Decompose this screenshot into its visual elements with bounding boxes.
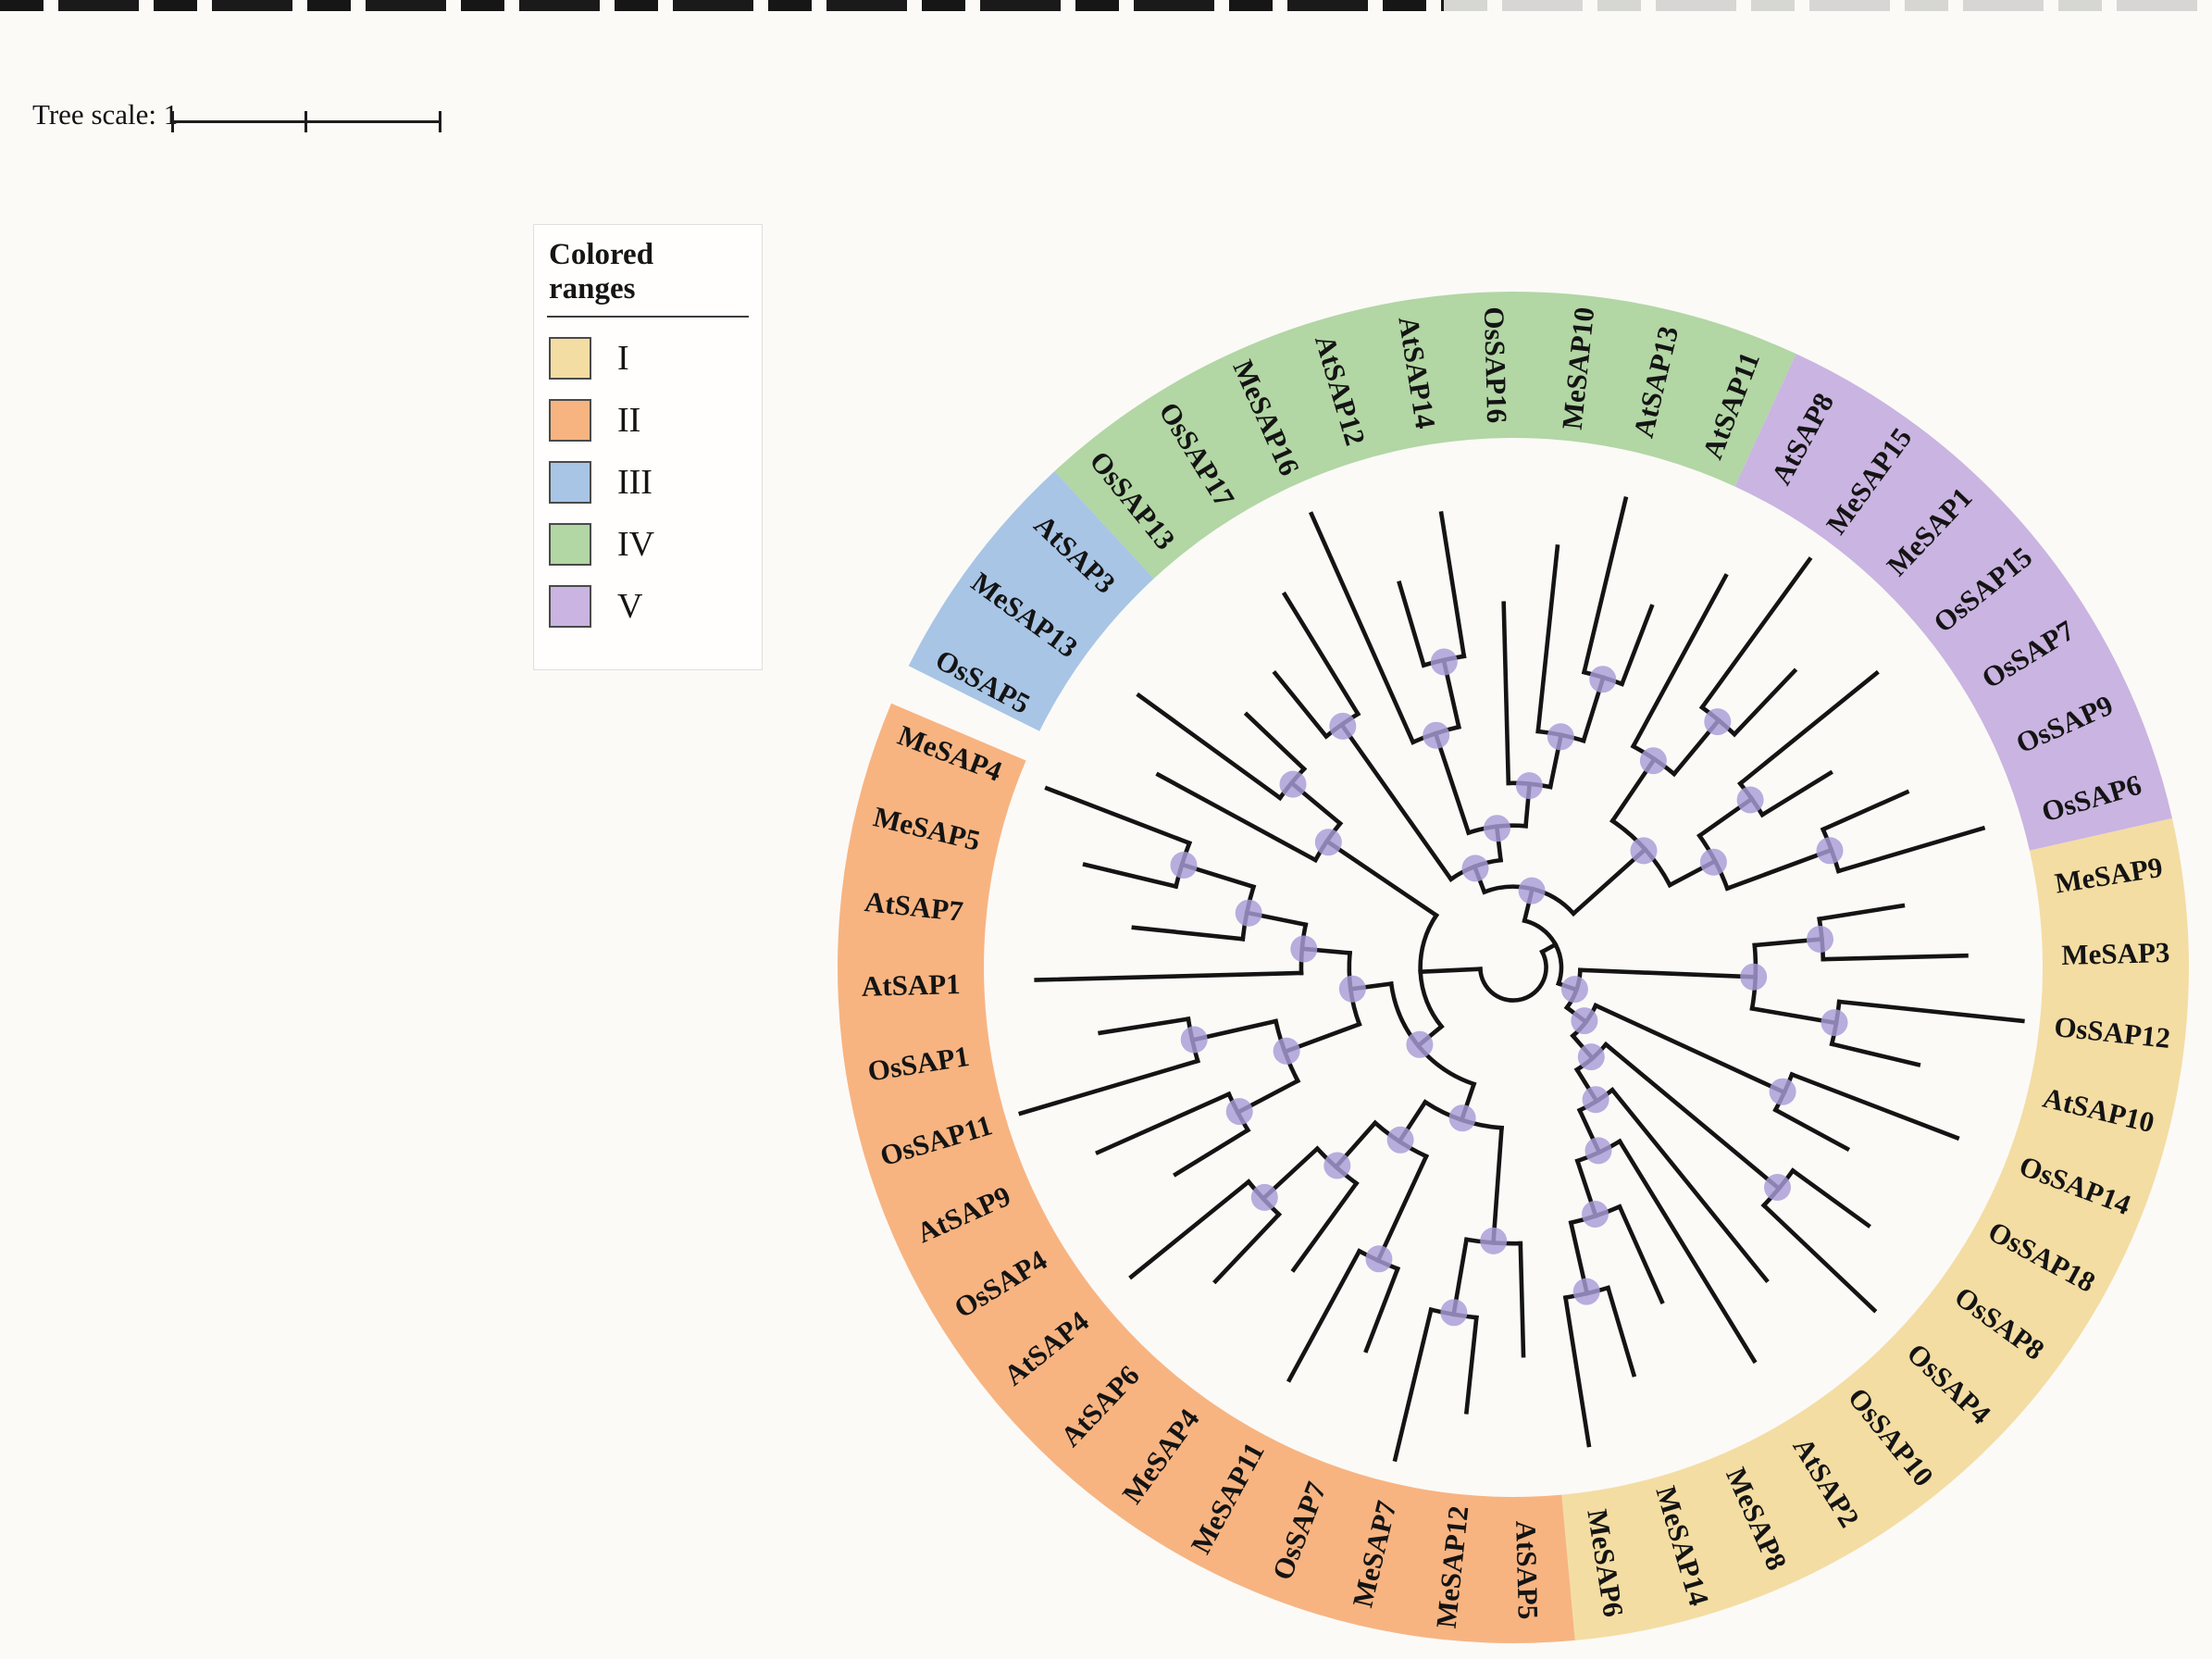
bootstrap-node-dot — [1440, 1299, 1468, 1327]
legend-swatch-II — [549, 399, 591, 442]
bootstrap-node-dot — [1180, 1026, 1208, 1054]
leaf-label-atsap5: AtSAP5 — [1510, 1520, 1545, 1620]
bootstrap-node-dot — [1582, 1201, 1609, 1228]
bootstrap-node-dot — [1323, 1152, 1351, 1179]
tree-scale-tick — [304, 111, 307, 132]
range-sector-II — [837, 703, 1575, 1643]
bootstrap-node-dot — [1547, 723, 1574, 751]
legend-items: I II III IV V — [547, 337, 749, 628]
bootstrap-node-dot — [1740, 963, 1768, 991]
colored-ranges-legend: Colored ranges I II III IV V — [533, 224, 763, 670]
bootstrap-node-dot — [1584, 1137, 1612, 1165]
bootstrap-node-dot — [1764, 1174, 1791, 1201]
legend-item-label: II — [617, 401, 641, 440]
legend-item-III: III — [549, 461, 747, 504]
bootstrap-node-dot — [1225, 1098, 1253, 1126]
bootstrap-node-dot — [1406, 1030, 1434, 1058]
legend-item-II: II — [549, 399, 747, 442]
bootstrap-node-dot — [1448, 1104, 1476, 1132]
bootstrap-node-dot — [1560, 976, 1588, 1004]
legend-swatch-III — [549, 461, 591, 504]
bootstrap-node-dot — [1423, 721, 1450, 749]
legend-item-label: V — [617, 587, 643, 626]
bootstrap-node-dot — [1769, 1078, 1796, 1105]
bootstrap-node-dot — [1577, 1043, 1605, 1071]
range-sector-V — [1734, 354, 2172, 851]
tree-scale-tick — [439, 111, 441, 132]
bootstrap-node-dot — [1582, 1086, 1609, 1114]
legend-title: Colored ranges — [549, 238, 654, 306]
legend-item-IV: IV — [549, 523, 747, 566]
bootstrap-node-dot — [1571, 1007, 1598, 1035]
legend-swatch-I — [549, 337, 591, 380]
leaf-label-mesap3: MeSAP3 — [2061, 936, 2170, 971]
colored-range-sectors — [837, 292, 2189, 1643]
legend-item-I: I — [549, 337, 747, 380]
range-sector-I — [1561, 817, 2189, 1640]
bootstrap-node-dot — [1170, 852, 1198, 879]
bootstrap-node-dot — [1630, 837, 1658, 865]
legend-item-label: III — [617, 463, 652, 502]
bootstrap-node-dot — [1480, 1227, 1508, 1254]
bootstrap-node-dots — [1170, 648, 1848, 1327]
bootstrap-node-dot — [1484, 815, 1510, 842]
bootstrap-node-dot — [1279, 770, 1307, 798]
bootstrap-node-dot — [1821, 1009, 1848, 1037]
bootstrap-node-dot — [1807, 926, 1833, 953]
bootstrap-node-dot — [1250, 1183, 1278, 1211]
tree-scale-label: Tree scale: 1 — [32, 98, 179, 131]
legend-item-label: IV — [617, 525, 655, 564]
bootstrap-node-dot — [1699, 848, 1727, 876]
bootstrap-node-dot — [1338, 975, 1366, 1003]
bootstrap-node-dot — [1816, 837, 1844, 865]
leaf-label-atsap1: AtSAP1 — [861, 967, 961, 1003]
scan-artifact-strip — [0, 0, 1444, 11]
legend-swatch-IV — [549, 523, 591, 566]
bootstrap-node-dot — [1235, 899, 1262, 927]
bootstrap-node-dot — [1736, 786, 1764, 814]
tree-scale-tick — [171, 111, 174, 132]
bootstrap-node-dot — [1314, 829, 1342, 856]
legend-item-label: I — [617, 339, 629, 378]
leaf-label-ossap16: OsSAP16 — [1478, 306, 1513, 424]
range-sector-IV — [1054, 292, 1796, 579]
tree-branches — [1018, 496, 2025, 1463]
bootstrap-node-dot — [1329, 712, 1357, 740]
bootstrap-node-dot — [1365, 1245, 1393, 1273]
bootstrap-node-dot — [1515, 772, 1543, 800]
bootstrap-node-dot — [1273, 1037, 1300, 1065]
bootstrap-node-dot — [1430, 648, 1458, 676]
bootstrap-node-dot — [1589, 666, 1617, 693]
legend-item-V: V — [549, 585, 747, 628]
bootstrap-node-dot — [1386, 1126, 1414, 1154]
bootstrap-node-dot — [1704, 708, 1732, 736]
legend-divider — [547, 316, 749, 318]
scan-artifact-strip-right — [1444, 0, 2212, 11]
legend-swatch-V — [549, 585, 591, 628]
bootstrap-node-dot — [1290, 935, 1318, 963]
bootstrap-node-dot — [1518, 877, 1546, 904]
bootstrap-node-dot — [1639, 747, 1667, 775]
range-sector-III — [908, 470, 1154, 731]
bootstrap-node-dot — [1572, 1278, 1600, 1305]
bootstrap-node-dot — [1461, 854, 1489, 882]
